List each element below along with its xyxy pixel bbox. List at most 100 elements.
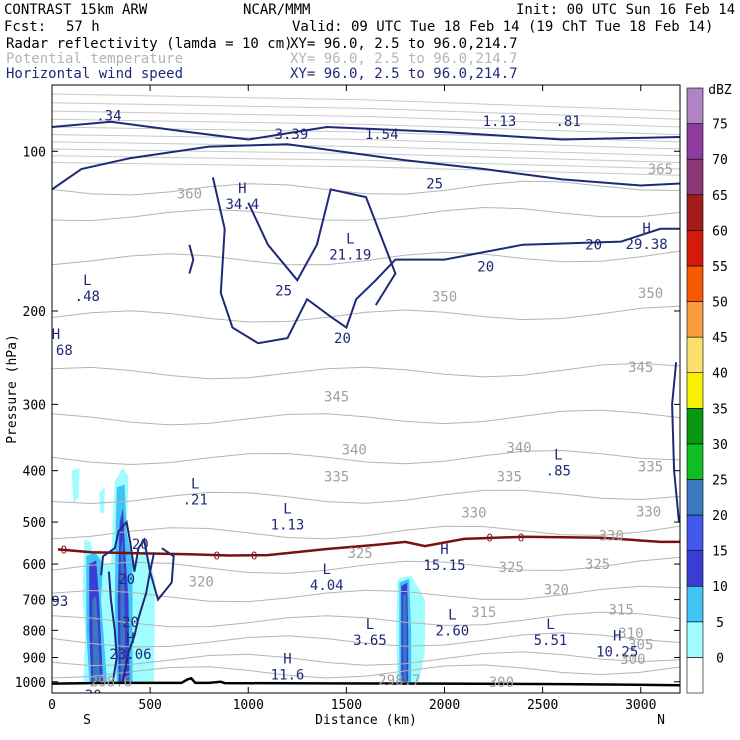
theta-contour-label: 320 [189, 574, 214, 590]
wind-contour-edge [671, 362, 680, 523]
wind-contour-label: 25 [275, 284, 292, 300]
wind-contour-20-upper [211, 177, 680, 345]
theta-contour-line [52, 556, 680, 574]
theta-contour-line [52, 362, 680, 380]
x-tick-label: 1000 [233, 698, 264, 713]
extremum-value: 1.13 [271, 517, 305, 533]
edge-value-label: 93 [51, 594, 68, 610]
model-title: CONTRAST 15km ARW [4, 2, 148, 18]
zero-isotherm-line [57, 535, 680, 557]
field-xy-wind: XY= 96.0, 2.5 to 96.0,214.7 [290, 66, 518, 82]
colorbar-level-label: 20 [712, 509, 728, 524]
colorbar-segment [686, 514, 704, 551]
extremum-marker: L [323, 562, 331, 578]
extremum-marker: H [283, 652, 291, 668]
y-tick-label: 1000 [15, 676, 46, 691]
theta-contour-label: 350 [432, 290, 457, 306]
x-tick-label: 3000 [625, 698, 656, 713]
theta-stratosphere-line [52, 93, 680, 112]
theta-stratosphere-line [52, 118, 680, 136]
field-name-reflectivity: Radar reflectivity (lamda = 10 cm) [6, 36, 293, 52]
theta-contour-line [52, 180, 680, 196]
theta-contour-label: 325 [585, 557, 610, 573]
colorbar-level-label: 5 [716, 616, 724, 631]
colorbar-level-label: 65 [712, 189, 728, 204]
y-tick-label: 900 [23, 651, 46, 666]
extremum-value: 9.68 [39, 343, 73, 359]
theta-stratosphere-line [52, 155, 680, 170]
field-name-theta: Potential temperature [6, 51, 183, 67]
top-extremum-value: 1.13 [483, 114, 517, 130]
theta-contour-label: 360 [177, 186, 202, 202]
theta-contour-label: 335 [497, 469, 522, 485]
y-tick-label: 700 [23, 594, 46, 609]
field-name-wind: Horizontal wind speed [6, 66, 183, 82]
valid-time: Valid: 09 UTC Tue 18 Feb 14 (19 ChT Tue … [292, 19, 713, 35]
y-tick-label: 300 [23, 398, 46, 413]
extremum-value: 10.25 [596, 644, 638, 660]
colorbar-segment [686, 301, 704, 338]
theta-contour-line [52, 489, 680, 505]
colorbar-segment [686, 158, 704, 196]
fcst-label: Fcst: [4, 19, 46, 35]
ground-surface-line [52, 676, 680, 687]
extremum-marker: H [440, 542, 448, 558]
extremum-value: .85 [546, 464, 571, 480]
theta-contour-label: 330 [636, 505, 661, 521]
theta-contour-label: 365 [648, 162, 673, 178]
extremum-marker: L [554, 448, 562, 464]
theta-contour-label: 345 [628, 360, 653, 376]
colorbar-segment [686, 230, 704, 267]
extremum-marker: H [613, 628, 621, 644]
reflectivity-20-north [402, 592, 407, 682]
colorbar-level-label: 50 [712, 296, 728, 311]
extremum-marker: H [238, 181, 246, 197]
theta-stratosphere-line [52, 148, 680, 163]
field-xy-reflectivity: XY= 96.0, 2.5 to 96.0,214.7 [290, 36, 518, 52]
colorbar-segment [686, 657, 704, 694]
colorbar-level-label: 15 [712, 545, 728, 560]
extremum-marker: L [546, 617, 554, 633]
extremum-marker: L [366, 617, 374, 633]
theta-contour-line [52, 632, 680, 648]
colorbar-segment [686, 123, 704, 160]
theta-stratosphere-line [52, 110, 680, 128]
field-xy-theta: XY= 96.0, 2.5 to 96.0,214.7 [290, 51, 518, 67]
colorbar-segment [686, 550, 704, 587]
theta-contour-label: 315 [471, 605, 496, 621]
theta-contour-label: 340 [342, 443, 367, 459]
colorbar-level-label: 60 [712, 224, 728, 239]
colorbar-segment [686, 194, 704, 231]
x-tick-label: 2500 [527, 698, 558, 713]
colorbar-level-label: 10 [712, 580, 728, 595]
theta-contour-line [52, 525, 680, 540]
colorbar-level-label: 40 [712, 367, 728, 382]
wind-contour-label: 20 [334, 331, 351, 347]
colorbar-level-label: 35 [712, 402, 728, 417]
extremum-value: 29.38 [626, 237, 668, 253]
extremum-value: .21 [183, 493, 208, 509]
y-tick-label: 800 [23, 624, 46, 639]
theta-contour-label: 330 [461, 506, 486, 522]
init-time: Init: 00 UTC Sun 16 Feb 14 [516, 2, 735, 18]
theta-contour-label: 350 [638, 286, 663, 302]
reflectivity-5-south-cell [99, 487, 105, 513]
colorbar-level-label: 70 [712, 153, 728, 168]
colorbar-level-label: 30 [712, 438, 728, 453]
wind-contour-20-south [100, 519, 152, 682]
extremum-value: 23.06 [109, 647, 151, 663]
top-extremum-value: .81 [555, 114, 580, 130]
y-tick-label: 600 [23, 558, 46, 573]
colorbar-segment [686, 265, 704, 302]
endpoint-south-label: S [83, 713, 91, 728]
extremum-value: .48 [75, 289, 100, 305]
y-tick-label: 500 [23, 516, 46, 531]
theta-contour-label: 300 [620, 652, 645, 668]
theta-contour-line [52, 305, 680, 323]
extremum-value: 3.65 [353, 633, 387, 649]
plot-area: 365 360 350 350 345 345 340 340 335 335 335 330 330 3… [5, 84, 681, 728]
extremum-value: 4.04 [310, 578, 344, 594]
theta-contour-label: 340 [506, 441, 531, 457]
theta-contour-label: 315 [608, 602, 633, 618]
theta-contour-label: 335 [324, 469, 349, 485]
